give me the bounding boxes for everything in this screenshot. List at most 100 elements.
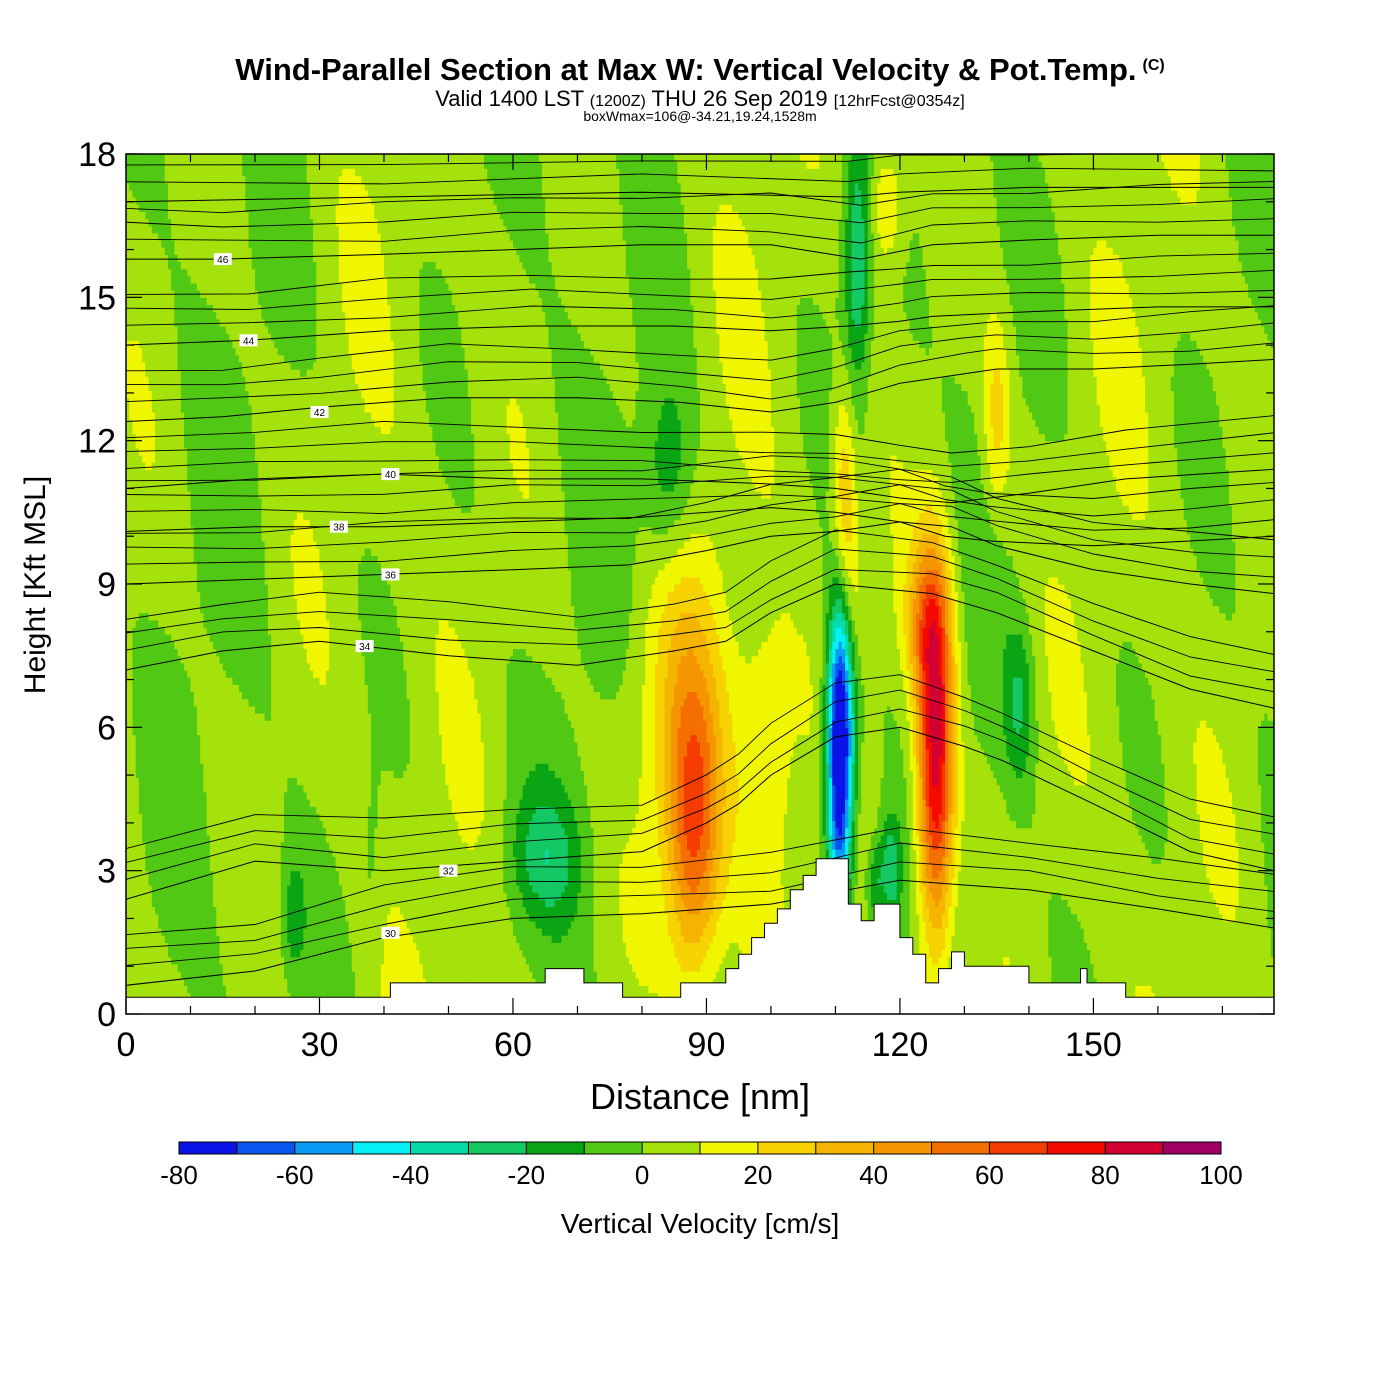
contour-label-box	[355, 640, 374, 653]
colorbar-tick-label: -60	[276, 1160, 314, 1190]
x-tick-label: 150	[1065, 1026, 1122, 1064]
theta-contour-minor	[126, 475, 1274, 517]
theta-contour-minor	[126, 468, 1274, 541]
colorbar-swatch	[294, 1142, 354, 1154]
theta-contour-minor	[126, 269, 1274, 310]
x-tick-label: 120	[872, 1026, 929, 1064]
colorbar-swatch	[468, 1142, 527, 1154]
y-tick-label: 12	[78, 423, 116, 461]
theta-contour-3	[126, 521, 1274, 595]
y-tick-label: 9	[97, 566, 116, 604]
x-axis-title: Distance [nm]	[589, 1076, 811, 1117]
chart-title: Wind-Parallel Section at Max W: Vertical…	[235, 52, 1165, 87]
contour-label: 38	[333, 523, 345, 534]
contour-label: 34	[359, 642, 371, 653]
theta-contour-minor	[126, 548, 1274, 673]
y-tick-label: 6	[97, 709, 116, 747]
theta-contour-4	[126, 507, 1274, 547]
colorbar-swatch	[179, 1142, 238, 1154]
colorbar-swatch	[1047, 1142, 1106, 1154]
contour-label: 42	[314, 408, 326, 419]
colorbar-swatch	[642, 1142, 701, 1154]
colorbar-swatch	[757, 1142, 817, 1154]
theta-contour-minor	[126, 289, 1274, 326]
colorbar-swatch	[584, 1142, 643, 1154]
y-tick-label: 0	[97, 996, 116, 1034]
colorbar-tick-label: 0	[635, 1160, 649, 1190]
contour-label-box	[381, 468, 400, 481]
contour-label-box	[381, 568, 400, 581]
contour-label-box	[310, 406, 329, 418]
theta-contour-minor	[126, 305, 1274, 372]
x-tick-label: 30	[301, 1026, 339, 1064]
theta-contour-minor	[126, 218, 1274, 244]
theta-contour-minor	[126, 432, 1274, 467]
colorbar-frame	[178, 1141, 1222, 1155]
colorbar-title: Vertical Velocity [cm/s]	[560, 1208, 840, 1239]
contour-label: 36	[385, 570, 397, 581]
theta-contour-minor	[126, 861, 1274, 966]
chart-box-info: boxWmax=106@-34.21,19.24,1528m	[583, 108, 817, 124]
x-tick-label: 0	[117, 1026, 136, 1064]
colorbar-swatch	[873, 1142, 933, 1154]
colorbar-swatch	[526, 1142, 585, 1154]
colorbar-swatch	[410, 1142, 469, 1154]
colorbar-tick-label: 40	[859, 1160, 888, 1190]
colorbar: -80 -60 -40 -20 0 20 40 60 80 100	[160, 1141, 1243, 1190]
colorbar-tick-label: -40	[392, 1160, 430, 1190]
colorbar-swatch	[236, 1142, 296, 1154]
theta-contour-1	[126, 726, 1274, 900]
theta-contour-9	[126, 186, 1274, 203]
theta-contour-2	[126, 583, 1274, 709]
colorbar-tick-label: -80	[160, 1160, 198, 1190]
contour-label-box	[329, 520, 348, 533]
theta-contour-minor	[126, 708, 1274, 880]
theta-contour-minor	[126, 494, 1274, 531]
theta-contour-7	[126, 306, 1274, 346]
theta-contour-minor	[126, 167, 1274, 185]
theta-contours: 30 32 34 36 38 40 42 44 46	[126, 134, 1274, 986]
contour-label: 30	[385, 929, 397, 940]
colorbar-swatch	[1105, 1142, 1164, 1154]
velocity-field	[126, 154, 1274, 1014]
theta-contour-minor	[126, 134, 1274, 151]
theta-contour-minor	[126, 415, 1274, 454]
theta-contour-6	[126, 358, 1274, 423]
theta-contour-minor	[126, 827, 1274, 936]
theta-contour-5	[126, 468, 1274, 504]
terrain-mask	[126, 858, 1274, 1014]
colorbar-tick-label: 60	[975, 1160, 1004, 1190]
contour-label-box	[213, 253, 232, 266]
contour-label: 32	[443, 867, 455, 878]
x-tick-label: 90	[688, 1026, 726, 1064]
contour-label-box	[439, 864, 458, 877]
colorbar-swatch	[700, 1142, 759, 1154]
theta-contour-minor	[126, 503, 1274, 578]
chart-subtitle: Valid 1400 LST (1200Z) THU 26 Sep 2019 […	[435, 86, 965, 111]
theta-contour-minor	[126, 252, 1274, 295]
copyright-mark: (C)	[1142, 57, 1165, 74]
theta-contour-minor	[126, 181, 1274, 214]
terrain	[126, 858, 1274, 1014]
theta-contour-8	[126, 234, 1274, 260]
colorbar-swatch	[931, 1142, 990, 1154]
theta-contour-minor	[126, 568, 1274, 693]
theta-contour-minor	[126, 198, 1274, 228]
contour-label-box	[239, 334, 258, 347]
colorbar-swatch	[352, 1142, 412, 1154]
contour-label: 44	[243, 336, 255, 347]
theta-contour-minor	[126, 452, 1274, 483]
theta-contour-0	[126, 879, 1274, 986]
contour-label-box	[381, 926, 400, 939]
theta-contour-minor	[126, 322, 1274, 386]
theta-contour-minor	[126, 342, 1274, 403]
theta-contour-minor	[126, 484, 1274, 558]
theta-contour-minor	[126, 674, 1274, 850]
colorbar-tick-label: 80	[1091, 1160, 1120, 1190]
contour-label: 40	[385, 470, 397, 481]
theta-contour-minor	[126, 842, 1274, 949]
y-tick-label: 18	[78, 136, 116, 174]
theta-contour-minor	[126, 689, 1274, 863]
colorbar-tick-label: 100	[1199, 1160, 1242, 1190]
